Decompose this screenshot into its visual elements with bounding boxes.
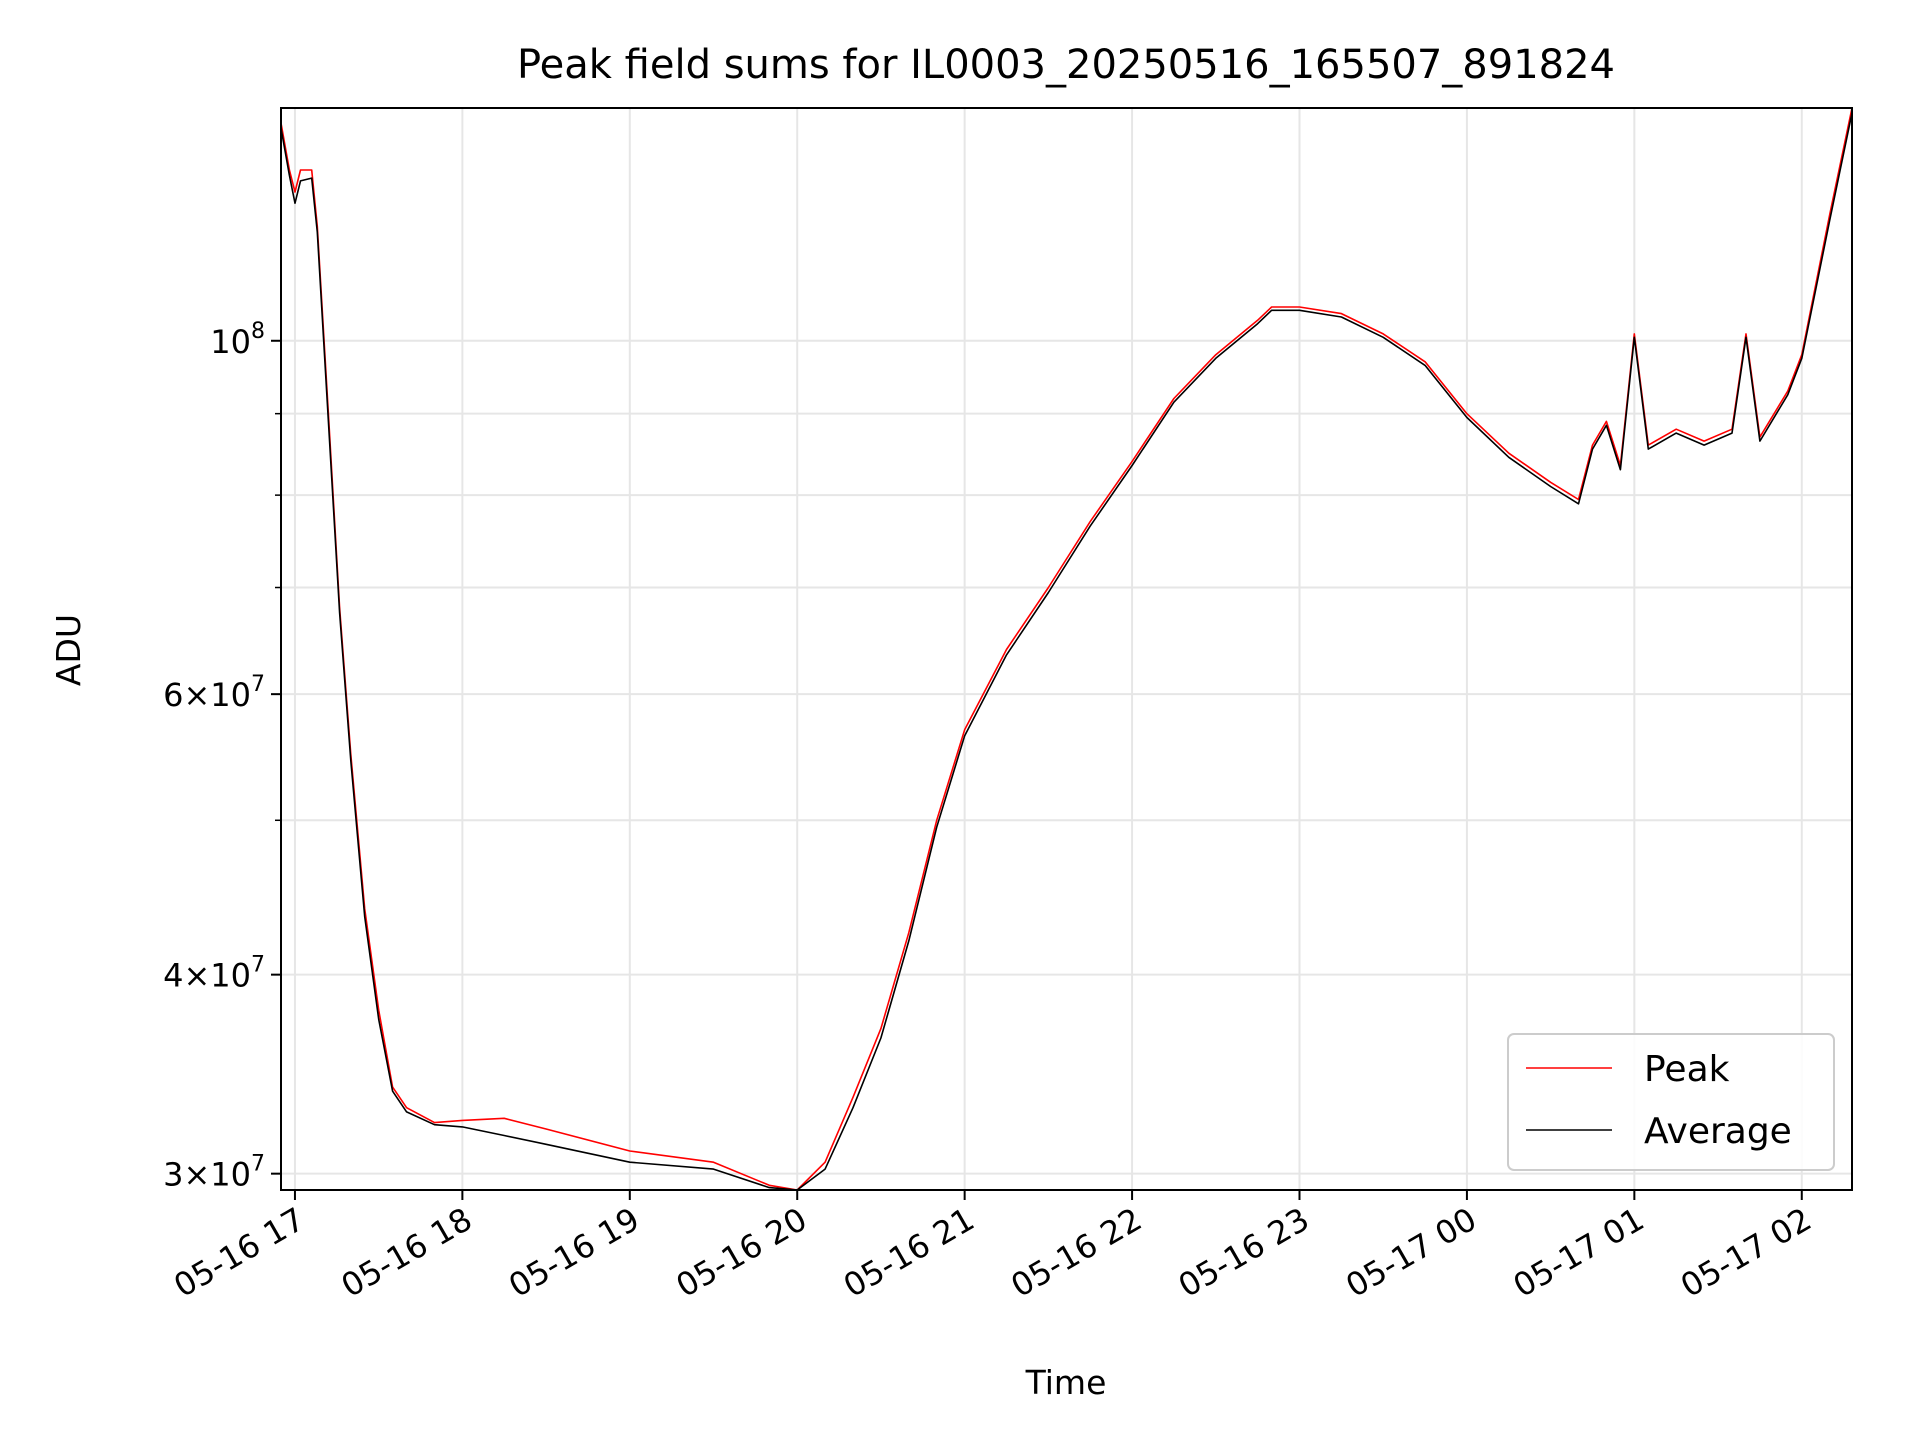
y-tick-label: 108 — [210, 319, 265, 361]
y-tick-label: 6×107 — [163, 672, 265, 714]
y-tick-label: 4×107 — [163, 953, 265, 995]
chart-title: Peak field sums for IL0003_20250516_1655… — [517, 42, 1615, 88]
series-line-average — [280, 112, 1853, 1191]
gridlines — [281, 108, 1852, 1190]
legend-average-label: Average — [1644, 1111, 1792, 1152]
x-axis-label: Time — [1025, 1363, 1107, 1402]
y-axis-label: ADU — [49, 614, 88, 686]
series-layer — [280, 107, 1853, 1191]
y-axis: 3×107 4×107 6×107 108 — [163, 319, 281, 1194]
y-tick-label: 3×107 — [163, 1152, 265, 1194]
legend-peak-label: Peak — [1644, 1049, 1730, 1090]
plot-frame — [280, 107, 1853, 1191]
legend: Peak Average — [1507, 1033, 1835, 1171]
